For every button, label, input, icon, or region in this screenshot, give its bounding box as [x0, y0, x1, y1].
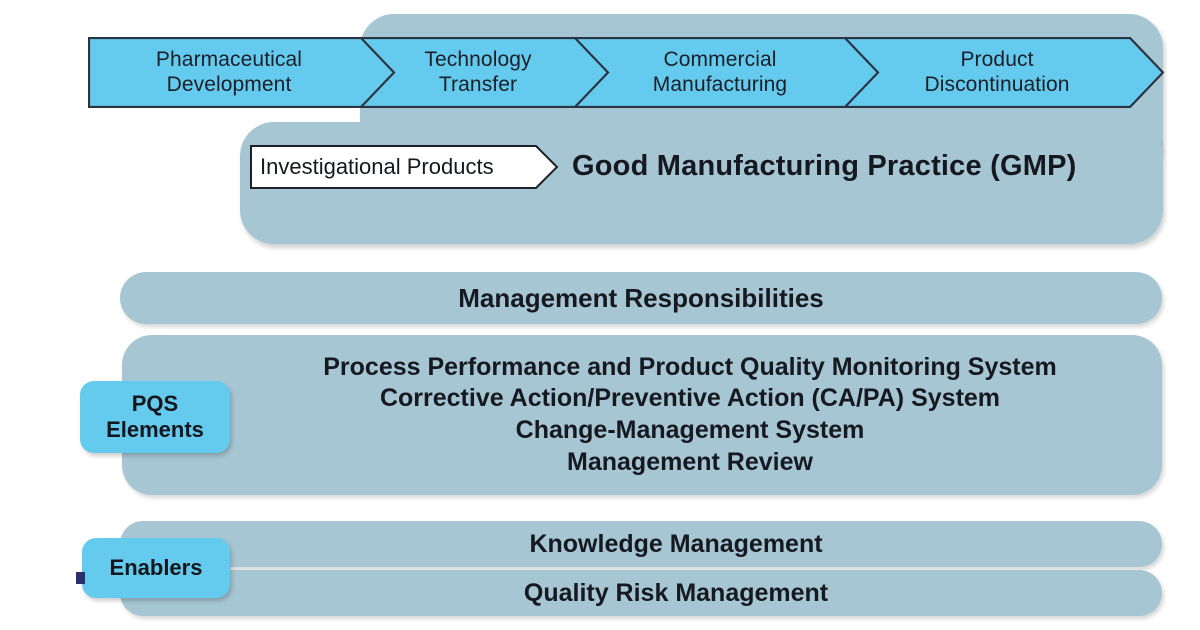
enablers-connector-marker-icon	[76, 572, 85, 584]
quality-risk-management-band[interactable]: Quality Risk Management	[120, 570, 1162, 616]
lifecycle-stage-commercial-manufacturing[interactable]: Commercial Manufacturing	[574, 37, 880, 108]
knowledge-management-label: Knowledge Management	[529, 529, 823, 558]
chevron-shape-icon	[250, 145, 558, 189]
lifecycle-stage-label: Technology Transfer	[424, 48, 532, 96]
enablers-tag-label: Enablers	[109, 554, 203, 580]
lifecycle-stage-label: Product Discontinuation	[924, 48, 1070, 96]
lifecycle-stage-pharmaceutical-development[interactable]: Pharmaceutical Development	[88, 37, 396, 108]
gmp-title: Good Manufacturing Practice (GMP)	[572, 150, 1077, 182]
quality-risk-management-label: Quality Risk Management	[523, 578, 829, 607]
knowledge-management-band[interactable]: Knowledge Management	[120, 521, 1162, 567]
pqs-elements-tag[interactable]: PQS Elements	[80, 381, 230, 453]
management-responsibilities-label: Management Responsibilities	[458, 282, 824, 313]
lifecycle-chevron-row: Pharmaceutical Development Technology Tr…	[88, 37, 1164, 108]
lifecycle-stage-product-discontinuation[interactable]: Product Discontinuation	[844, 37, 1164, 108]
pqs-elements-tag-label: PQS Elements	[106, 390, 204, 442]
chevron-shape-icon	[844, 37, 1164, 108]
lifecycle-stage-label: Pharmaceutical Development	[155, 48, 303, 96]
lifecycle-stage-technology-transfer[interactable]: Technology Transfer	[360, 37, 610, 108]
pqs-elements-list: Process Performance and Product Quality …	[323, 352, 1057, 476]
lifecycle-stage-label: Commercial Manufacturing	[652, 48, 788, 96]
pqs-elements-band[interactable]: Process Performance and Product Quality …	[122, 335, 1162, 495]
investigational-products-label: Investigational Products	[260, 154, 494, 179]
investigational-products-chevron[interactable]: Investigational Products	[250, 145, 558, 189]
management-responsibilities-band[interactable]: Management Responsibilities	[120, 272, 1162, 324]
enablers-tag[interactable]: Enablers	[82, 538, 230, 598]
